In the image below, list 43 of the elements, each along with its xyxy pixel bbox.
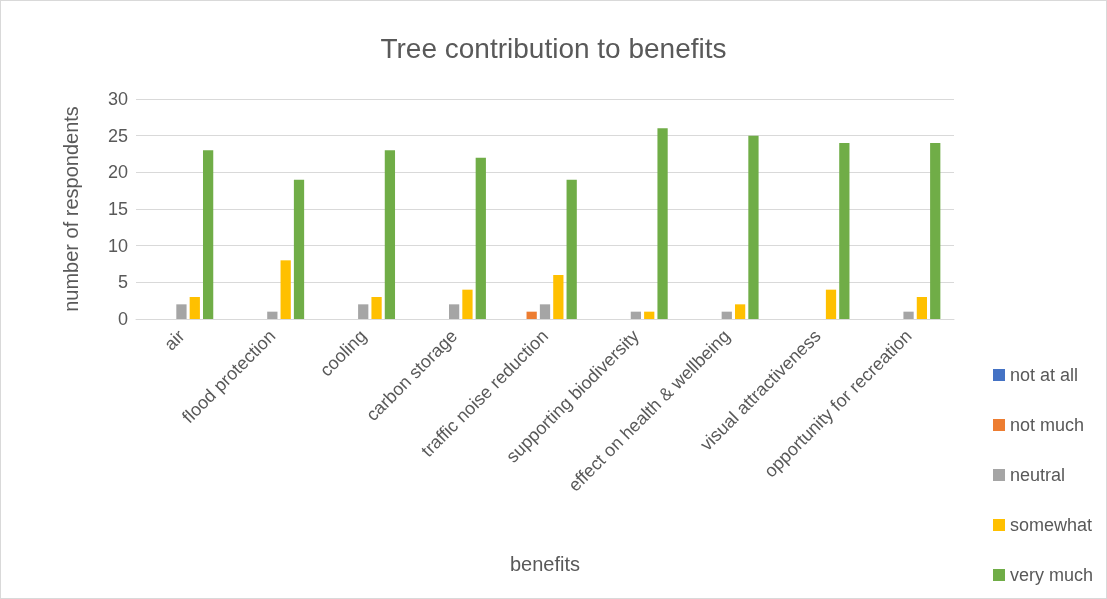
bar [189,297,200,319]
bar [475,157,486,319]
bar [280,260,291,319]
legend-label: not at all [1009,365,1079,385]
bar [526,311,537,319]
bar [267,311,278,319]
x-axis-title: benefits [509,553,581,575]
bar [657,128,668,319]
x-tick-label: air [160,325,189,355]
bar [202,150,214,319]
bar [916,297,928,319]
legend-label: neutral [1009,465,1066,485]
bar [644,311,655,319]
bar [553,275,564,319]
y-tick-label: 10 [107,235,128,256]
bar [903,311,914,319]
y-tick-label: 15 [107,199,128,219]
y-tick-label: 5 [117,272,128,293]
bar [371,297,382,319]
legend-label: very much [1009,565,1094,585]
y-tick-label: 0 [117,309,128,329]
bar [630,311,642,319]
y-tick-label: 30 [107,89,128,109]
bar [721,311,732,319]
bar [734,304,746,319]
y-axis-title: number of respondents [60,106,82,312]
bar [539,304,551,319]
legend-label: somewhat [1009,515,1093,535]
bar [293,179,305,319]
bar [566,179,577,319]
y-tick-label: 25 [107,125,128,146]
bar [176,304,187,319]
legend-label: not much [1009,415,1085,435]
bar [448,304,460,319]
bar [825,289,837,319]
bar [384,150,396,319]
bar [358,304,369,319]
y-tick-label: 20 [107,162,128,183]
bar [930,143,941,319]
bar [839,143,850,319]
chart-title: Tree contribution to benefits [380,32,727,64]
bar [462,289,473,319]
bar [748,135,759,319]
